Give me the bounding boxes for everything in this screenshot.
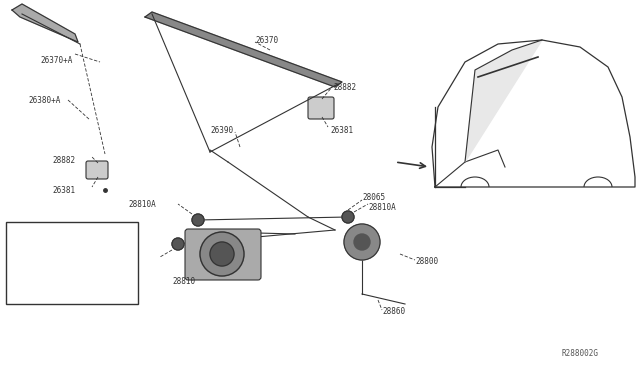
- Polygon shape: [145, 12, 342, 87]
- Text: 26373: 26373: [42, 227, 63, 233]
- Circle shape: [192, 214, 204, 226]
- FancyBboxPatch shape: [6, 222, 138, 304]
- Text: 28860: 28860: [382, 308, 405, 317]
- Text: 26381: 26381: [52, 186, 75, 195]
- Text: 28065: 28065: [362, 192, 385, 202]
- Polygon shape: [12, 4, 78, 42]
- Text: 26381: 26381: [330, 125, 353, 135]
- FancyBboxPatch shape: [308, 97, 334, 119]
- Text: 28882: 28882: [333, 83, 356, 92]
- Text: 26390: 26390: [210, 125, 233, 135]
- Text: 28810A: 28810A: [368, 202, 396, 212]
- Text: 28810: 28810: [172, 278, 195, 286]
- Text: <ASSIST>: <ASSIST>: [38, 264, 72, 270]
- Circle shape: [342, 211, 354, 223]
- Text: R288002G: R288002G: [562, 350, 599, 359]
- Text: 28810A: 28810A: [128, 199, 156, 208]
- Text: 26380+A: 26380+A: [28, 96, 60, 105]
- Text: 26373M: 26373M: [38, 254, 63, 260]
- Text: 28810A: 28810A: [110, 256, 138, 264]
- Circle shape: [210, 242, 234, 266]
- Text: 26370: 26370: [255, 35, 278, 45]
- Text: (DRIVER): (DRIVER): [42, 237, 76, 243]
- Polygon shape: [465, 40, 542, 162]
- Circle shape: [200, 232, 244, 276]
- Circle shape: [172, 238, 184, 250]
- Circle shape: [344, 224, 380, 260]
- Text: <BLADE REFILLS>: <BLADE REFILLS>: [18, 289, 82, 295]
- FancyBboxPatch shape: [86, 161, 108, 179]
- Circle shape: [354, 234, 370, 250]
- FancyBboxPatch shape: [185, 229, 261, 280]
- Text: 28882: 28882: [52, 155, 75, 164]
- Text: 28800: 28800: [415, 257, 438, 266]
- Text: 26370+A: 26370+A: [40, 55, 72, 64]
